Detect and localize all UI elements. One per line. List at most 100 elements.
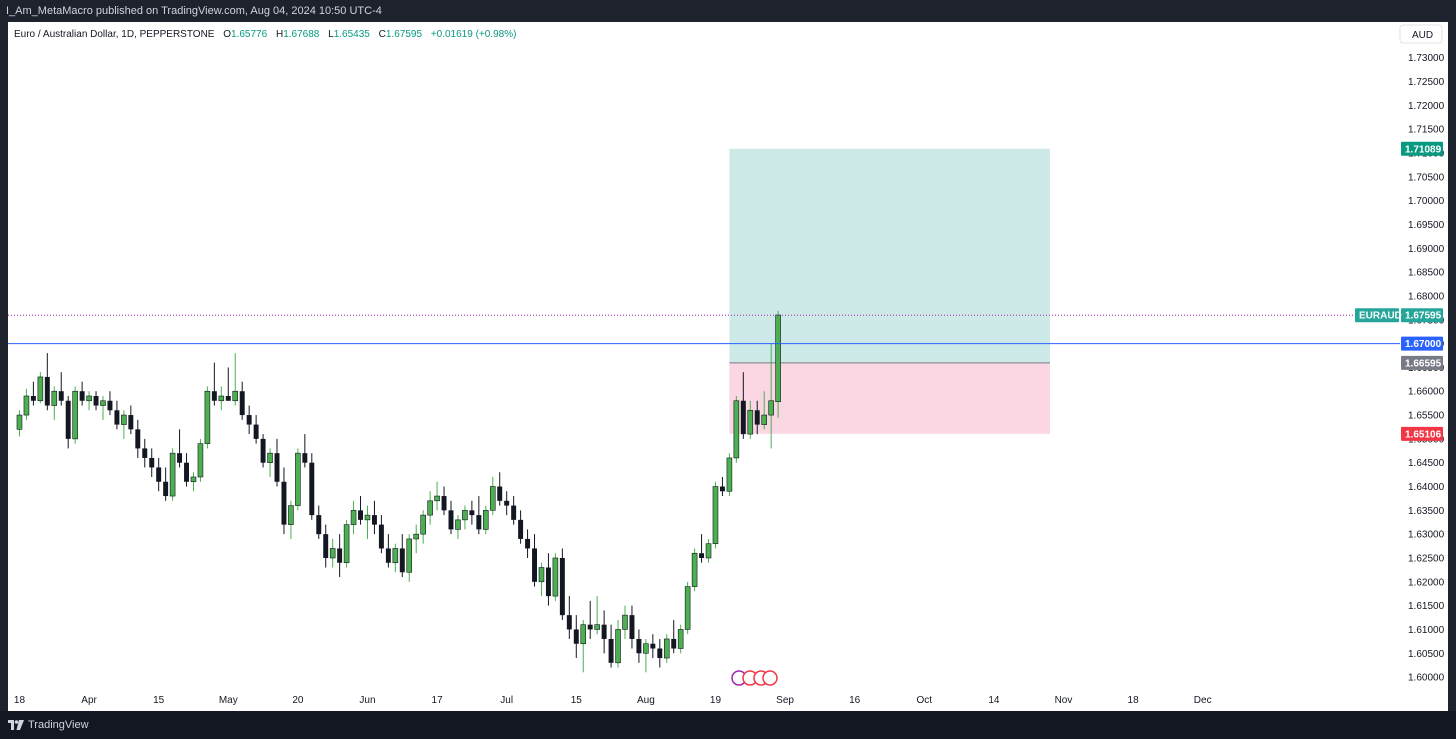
candle [385, 534, 391, 568]
candle-body [608, 638, 614, 663]
candle [489, 476, 496, 516]
candle-body [615, 629, 621, 664]
price-tick-label: 1.61000 [1408, 625, 1445, 636]
candle [712, 481, 719, 549]
candle-body [135, 429, 141, 449]
candle [448, 500, 454, 535]
candle [406, 534, 413, 582]
tradingview-logo[interactable]: TradingView [8, 718, 89, 732]
open-value: 1.65776 [231, 29, 268, 40]
candle [197, 438, 204, 482]
candle-body [559, 557, 565, 616]
candle-body [58, 391, 64, 401]
candle [142, 438, 148, 468]
candle [65, 395, 71, 449]
candle [615, 619, 621, 668]
candle-body [580, 624, 587, 645]
candle-body [677, 629, 684, 649]
candle-body [406, 538, 413, 573]
candle-body [16, 414, 23, 430]
stop-price-badge: 1.65106 [1401, 426, 1443, 441]
candle-body [177, 453, 183, 463]
event-icons[interactable] [731, 670, 778, 686]
candle-body [747, 409, 754, 435]
candle [608, 624, 614, 668]
time-tick-label: 16 [849, 695, 861, 706]
candle [358, 496, 363, 525]
candle [399, 534, 405, 578]
candle [392, 543, 399, 573]
time-axis[interactable]: 18 Apr 15 May 20 Jun 17 Jul 15 Aug 19 Sep 16 Oct 14 Nov… [14, 695, 1212, 706]
price-tick-label: 1.60500 [1408, 649, 1445, 660]
candle-body [309, 462, 315, 516]
candle [573, 615, 579, 659]
profit-zone[interactable] [729, 148, 1050, 363]
candle [246, 405, 252, 435]
candle-body [587, 624, 593, 630]
candle-body [489, 486, 496, 511]
candle-body [295, 452, 301, 506]
candle [30, 381, 36, 406]
loss-zone[interactable] [729, 362, 1050, 434]
candle-body [302, 453, 308, 463]
candle-body [573, 629, 579, 644]
candle [163, 467, 169, 501]
candle [378, 515, 384, 554]
price-tick-label: 1.73000 [1408, 53, 1445, 64]
candle [504, 491, 510, 516]
candle [580, 619, 587, 673]
candle-body [538, 567, 545, 583]
svg-text:EURAUD: EURAUD [1359, 311, 1402, 322]
time-tick-label: 15 [571, 695, 583, 706]
candle [691, 548, 698, 592]
candle-body [629, 615, 635, 639]
candle [121, 410, 127, 439]
candle-body [343, 524, 350, 564]
candle-body [448, 510, 454, 530]
candle-body [184, 462, 189, 482]
position-tool[interactable] [729, 148, 1050, 434]
candle [169, 448, 176, 501]
candle [726, 453, 733, 497]
candle-body [504, 500, 510, 506]
candle-body [705, 543, 712, 559]
candle [288, 500, 294, 539]
chart-background [8, 22, 1448, 711]
candle-body [699, 553, 705, 558]
chart-area[interactable]: 1.730001.725001.720001.715001.710001.705… [8, 22, 1448, 711]
price-tick-label: 1.63500 [1408, 506, 1445, 517]
candle-body [768, 400, 774, 416]
time-tick-label: Sep [776, 695, 794, 706]
price-tick-label: 1.65500 [1408, 411, 1445, 422]
candle [260, 434, 266, 468]
candle-body [260, 438, 266, 463]
candle-body [316, 515, 322, 535]
candle-body [149, 457, 155, 468]
candle-body [364, 514, 371, 521]
candle-body [156, 467, 162, 482]
candle [754, 400, 760, 435]
candle [532, 534, 537, 587]
currency-button[interactable]: AUD [1399, 24, 1443, 44]
candle [16, 410, 23, 437]
candle-body [525, 538, 531, 549]
time-tick-label: 14 [988, 695, 1000, 706]
candle [128, 405, 134, 435]
candle [107, 391, 113, 416]
candle-body [51, 390, 58, 406]
price-tick-label: 1.69500 [1408, 220, 1445, 231]
candle-body [218, 395, 225, 402]
candle [677, 624, 684, 654]
candle-body [462, 510, 468, 521]
candle-body [552, 557, 559, 597]
candle [420, 510, 426, 544]
price-tick-label: 1.66000 [1408, 387, 1445, 398]
candle [705, 538, 712, 563]
candle [156, 457, 162, 492]
last-price-badge: 1.67595 [1401, 308, 1443, 323]
candle-body [23, 395, 30, 416]
time-tick-label: 15 [153, 695, 165, 706]
change-value: +0.01619 (+0.98%) [431, 29, 517, 40]
svg-text:1.67000: 1.67000 [1405, 339, 1442, 350]
candle [761, 391, 767, 430]
